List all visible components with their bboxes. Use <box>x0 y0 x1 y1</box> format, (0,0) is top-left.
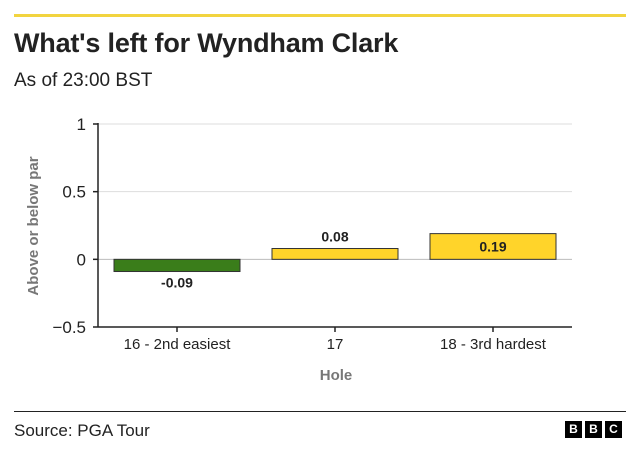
logo-letter: B <box>585 421 602 438</box>
chart-title: What's left for Wyndham Clark <box>14 28 399 58</box>
footer-rule <box>14 411 626 412</box>
bar-chart: Above or below par Hole 1 0.5 0 −0.5 -0.09 16… <box>25 115 572 384</box>
y-tick-label: 0.5 <box>62 183 86 202</box>
bar <box>113 258 241 273</box>
bbc-logo: B B C <box>565 421 622 438</box>
logo-letter: C <box>605 421 622 438</box>
bar <box>271 248 399 260</box>
x-tick-label: 18 - 3rd hardest <box>440 336 547 353</box>
x-tick-label: 17 <box>327 336 344 353</box>
source-note: Source: PGA Tour <box>14 421 150 440</box>
data-label: 0.19 <box>479 238 506 254</box>
chart-subtitle: As of 23:00 BST <box>14 70 153 91</box>
data-label: -0.09 <box>161 275 193 291</box>
y-tick-label: −0.5 <box>52 318 86 337</box>
bar <box>429 233 557 260</box>
top-accent-rule <box>14 14 626 17</box>
x-axis-label: Hole <box>320 367 353 384</box>
y-tick-label: 0 <box>77 250 86 269</box>
y-tick-label: 1 <box>77 115 86 134</box>
data-label: 0.08 <box>321 229 348 245</box>
x-tick-label: 16 - 2nd easiest <box>124 336 232 353</box>
y-axis-label: Above or below par <box>25 156 42 295</box>
logo-letter: B <box>565 421 582 438</box>
